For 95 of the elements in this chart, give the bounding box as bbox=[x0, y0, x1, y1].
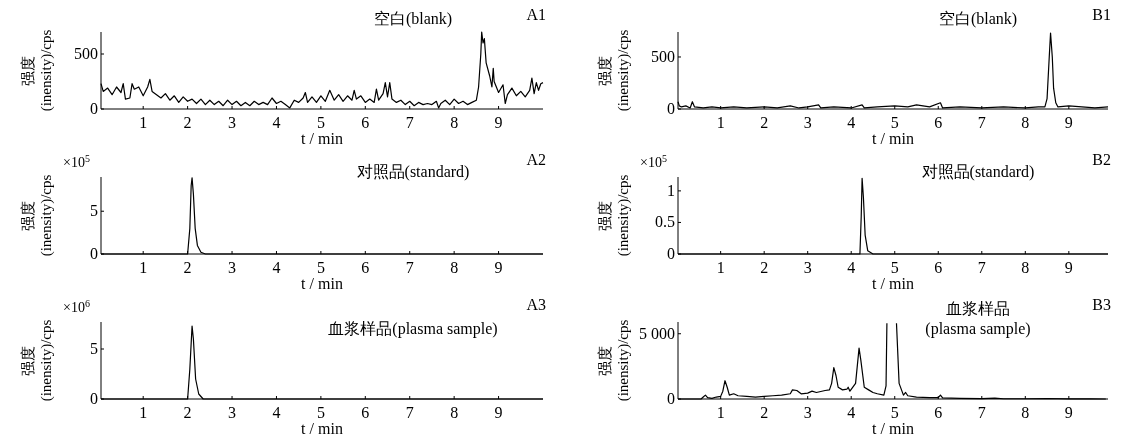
x-tick-label: 7 bbox=[405, 404, 414, 421]
y-tick-label: 0 bbox=[90, 245, 98, 262]
x-tick-label: 4 bbox=[847, 114, 856, 131]
x-tick-label: 8 bbox=[450, 404, 459, 421]
x-tick-label: 9 bbox=[494, 114, 503, 131]
x-tick-label: 6 bbox=[934, 404, 943, 421]
chart-title: A2 bbox=[526, 151, 546, 168]
y-tick-label: 0.5 bbox=[655, 213, 675, 231]
x-tick-label: 9 bbox=[1064, 114, 1073, 131]
y-tick-label: 5 bbox=[90, 202, 98, 220]
x-tick-label: 7 bbox=[405, 259, 414, 276]
x-tick-label: 2 bbox=[183, 114, 192, 131]
x-tick-label: 3 bbox=[803, 259, 812, 276]
x-tick-label: 1 bbox=[139, 404, 148, 421]
x-tick-label: 9 bbox=[1064, 404, 1073, 421]
x-tick-label: 5 bbox=[316, 404, 325, 421]
chart-title: A3 bbox=[526, 296, 546, 313]
y-tick-label: 0 bbox=[667, 390, 675, 407]
x-tick-label: 7 bbox=[977, 404, 986, 421]
x-tick-label: 7 bbox=[405, 114, 414, 131]
x-tick-label: 3 bbox=[803, 114, 812, 131]
x-tick-label: 6 bbox=[934, 259, 943, 276]
x-axis-title: t / min bbox=[301, 130, 343, 147]
y-axis-title: 强度 (inensity)/cps bbox=[20, 319, 55, 402]
y-tick-label: 500 bbox=[651, 47, 675, 65]
x-tick-label: 4 bbox=[847, 259, 856, 276]
x-tick-label: 1 bbox=[716, 404, 725, 421]
y-axis-title: 强度 (inensity)/cps bbox=[597, 174, 632, 257]
y-tick-label: 0 bbox=[90, 390, 98, 407]
x-tick-label: 6 bbox=[361, 259, 370, 276]
chart-title: B3 bbox=[1092, 296, 1111, 313]
y-tick-label: 500 bbox=[74, 45, 98, 62]
y-axis-title: 强度 (inensity)/cps bbox=[597, 319, 632, 402]
text: ×10$^{5}$ bbox=[63, 153, 90, 170]
x-tick-label: 4 bbox=[272, 259, 281, 276]
x-tick-label: 6 bbox=[361, 114, 370, 131]
text: 空白(blank) bbox=[938, 10, 1018, 28]
x-tick-label: 2 bbox=[760, 404, 769, 421]
x-tick-label: 5 bbox=[316, 114, 325, 131]
chart-title: B2 bbox=[1092, 151, 1111, 168]
y-tick-label: 0 bbox=[667, 100, 675, 117]
x-tick-label: 8 bbox=[450, 114, 459, 131]
x-tick-label: 3 bbox=[228, 404, 237, 421]
x-tick-label: 8 bbox=[1021, 259, 1030, 276]
x-tick-label: 9 bbox=[494, 259, 503, 276]
y-tick-label: 0 bbox=[667, 245, 675, 262]
x-tick-label: 6 bbox=[934, 114, 943, 131]
x-axis-title: t / min bbox=[301, 275, 343, 292]
annotation: 对照品(standard) bbox=[921, 163, 1035, 181]
y-tick-label: 5 000 bbox=[639, 324, 675, 342]
x-tick-label: 2 bbox=[183, 259, 192, 276]
x-tick-label: 7 bbox=[977, 114, 986, 131]
y-tick-label: 1 bbox=[667, 181, 675, 199]
annotation: 对照品(standard) bbox=[356, 163, 470, 181]
x-tick-label: 5 bbox=[890, 114, 899, 131]
x-axis-title: t / min bbox=[872, 130, 914, 147]
text: ×10$^{6}$ bbox=[63, 298, 90, 315]
x-tick-label: 9 bbox=[1064, 259, 1073, 276]
y-tick-label: 5 bbox=[90, 340, 98, 357]
x-tick-label: 5 bbox=[316, 259, 325, 276]
chart-title: A1 bbox=[526, 6, 546, 23]
x-tick-label: 9 bbox=[494, 404, 503, 421]
x-tick-label: 1 bbox=[716, 114, 725, 131]
annotation: 血浆样品 (plasma sample) bbox=[925, 300, 1031, 338]
x-tick-label: 4 bbox=[272, 114, 281, 131]
x-tick-label: 3 bbox=[803, 404, 812, 421]
x-axis-title: t / min bbox=[301, 420, 343, 437]
x-tick-label: 1 bbox=[139, 259, 148, 276]
x-axis-title: t / min bbox=[872, 275, 914, 292]
chart-title: B1 bbox=[1092, 6, 1111, 23]
x-tick-label: 6 bbox=[361, 404, 370, 421]
line-series bbox=[100, 31, 544, 109]
x-tick-label: 8 bbox=[450, 259, 459, 276]
y-axis-title: 强度 (inensity)/cps bbox=[20, 29, 55, 112]
x-tick-label: 2 bbox=[760, 259, 769, 276]
x-tick-label: 4 bbox=[272, 404, 281, 421]
y-axis-title: 强度 (inensity)/cps bbox=[20, 174, 55, 257]
text: ×10$^{5}$ bbox=[640, 153, 667, 170]
x-tick-label: 5 bbox=[890, 404, 899, 421]
x-axis-title: t / min bbox=[872, 420, 914, 437]
x-tick-label: 1 bbox=[139, 114, 148, 131]
x-tick-label: 8 bbox=[1021, 114, 1030, 131]
x-tick-label: 3 bbox=[228, 259, 237, 276]
x-tick-label: 2 bbox=[183, 404, 192, 421]
x-tick-label: 5 bbox=[890, 259, 899, 276]
x-tick-label: 3 bbox=[228, 114, 237, 131]
text: 空白(blank) bbox=[373, 10, 453, 28]
x-tick-label: 4 bbox=[847, 404, 856, 421]
x-tick-label: 7 bbox=[977, 259, 986, 276]
x-tick-label: 2 bbox=[760, 114, 769, 131]
y-tick-label: 0 bbox=[90, 100, 98, 117]
y-axis-title: 强度 (inensity)/cps bbox=[597, 29, 632, 112]
x-tick-label: 1 bbox=[716, 259, 725, 276]
x-tick-label: 8 bbox=[1021, 404, 1030, 421]
annotation: 血浆样品(plasma sample) bbox=[328, 320, 498, 338]
